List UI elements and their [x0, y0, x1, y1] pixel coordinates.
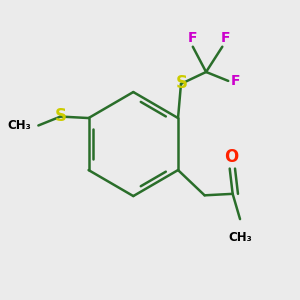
Text: S: S: [176, 74, 188, 92]
Text: CH₃: CH₃: [228, 231, 252, 244]
Text: S: S: [55, 107, 67, 125]
Text: F: F: [220, 31, 230, 45]
Text: F: F: [188, 31, 197, 45]
Text: O: O: [224, 148, 238, 166]
Text: CH₃: CH₃: [7, 119, 31, 132]
Text: F: F: [231, 74, 240, 88]
